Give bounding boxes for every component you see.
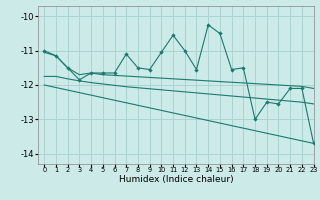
X-axis label: Humidex (Indice chaleur): Humidex (Indice chaleur) xyxy=(119,175,233,184)
